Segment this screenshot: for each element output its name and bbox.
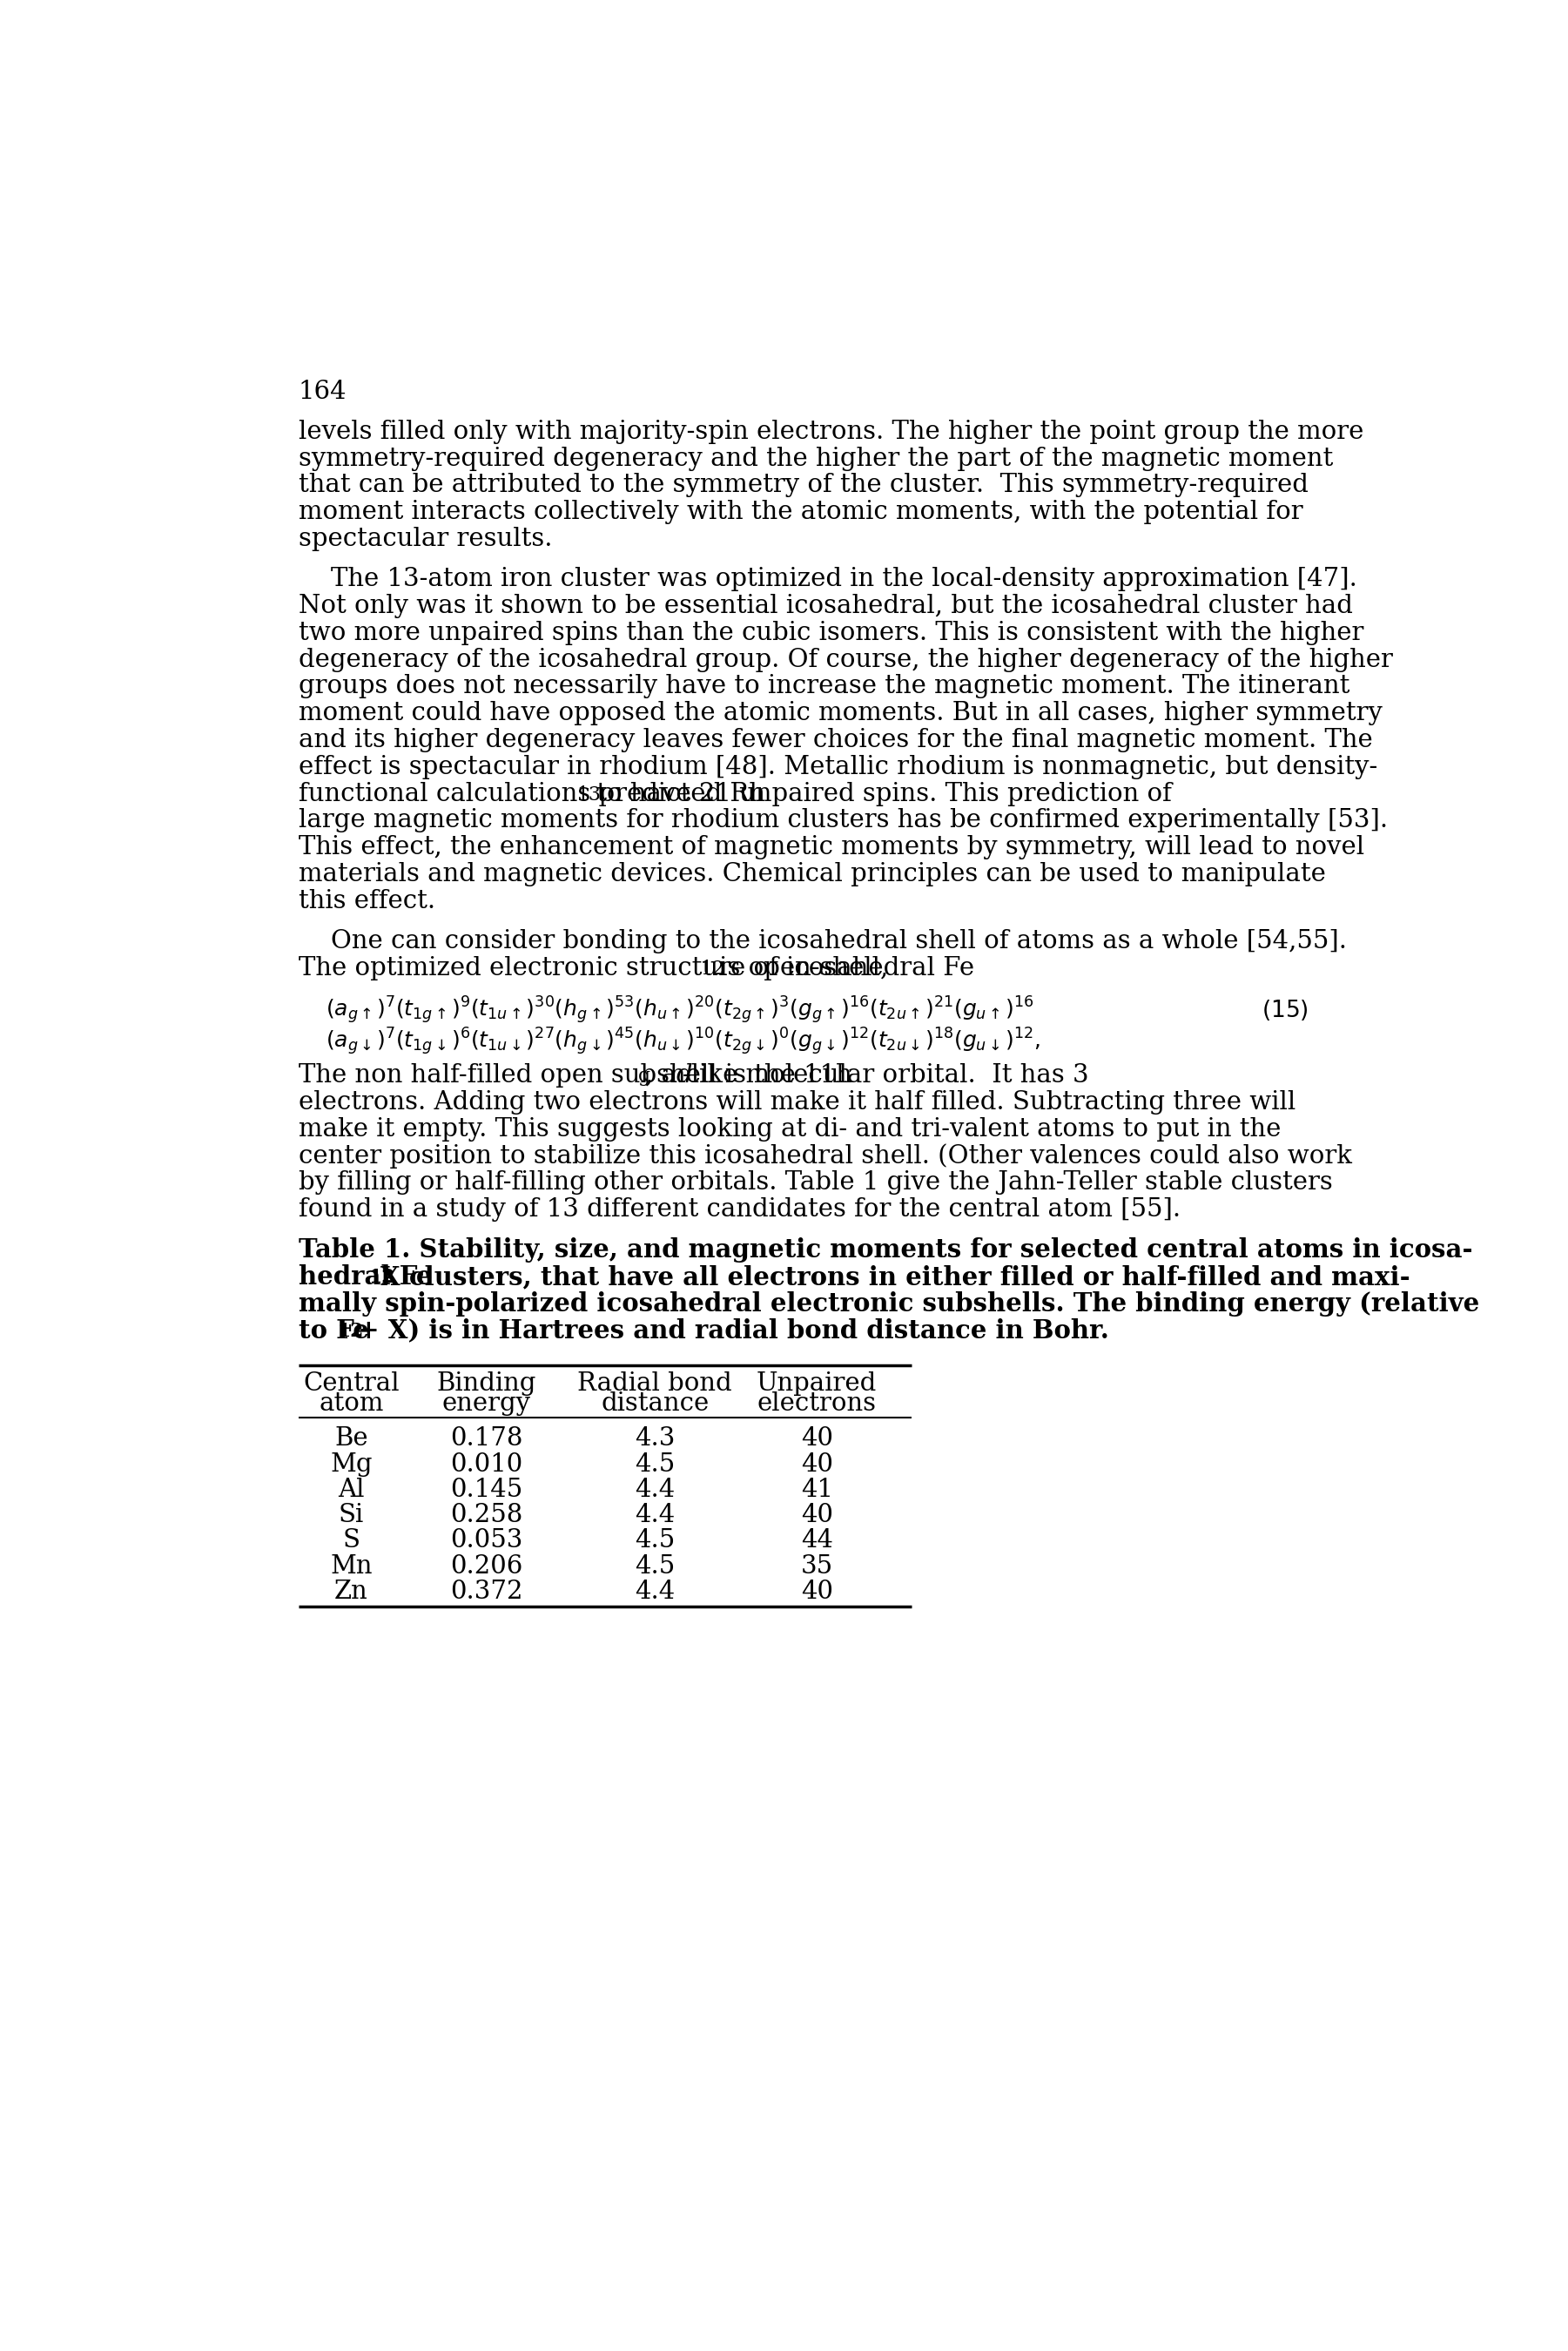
Text: $(a_{g\downarrow})^7(t_{1g\downarrow})^6(t_{1u\downarrow})^{27}(h_{g\downarrow}): $(a_{g\downarrow})^7(t_{1g\downarrow})^6… <box>326 1025 1040 1058</box>
Text: , a: , a <box>644 1063 684 1089</box>
Text: 4.4: 4.4 <box>635 1476 674 1502</box>
Text: this effect.: this effect. <box>298 889 436 912</box>
Text: symmetry-required degeneracy and the higher the part of the magnetic moment: symmetry-required degeneracy and the hig… <box>298 447 1333 470</box>
Text: 35: 35 <box>801 1554 833 1578</box>
Text: levels filled only with majority-spin electrons. The higher the point group the : levels filled only with majority-spin el… <box>298 418 1364 444</box>
Text: 4.4: 4.4 <box>635 1502 674 1528</box>
Text: The optimized electronic structure of icosahedral Fe: The optimized electronic structure of ic… <box>298 957 974 980</box>
Text: 12: 12 <box>701 959 724 978</box>
Text: Si: Si <box>339 1502 364 1528</box>
Text: 164: 164 <box>298 379 347 404</box>
Text: 0.178: 0.178 <box>450 1427 522 1451</box>
Text: 12: 12 <box>337 1321 364 1340</box>
Text: effect is spectacular in rhodium [48]. Metallic rhodium is nonmagnetic, but dens: effect is spectacular in rhodium [48]. M… <box>298 755 1377 778</box>
Text: The 13-atom iron cluster was optimized in the local-density approximation [47].: The 13-atom iron cluster was optimized i… <box>298 567 1358 592</box>
Text: distance: distance <box>601 1392 709 1415</box>
Text: 40: 40 <box>801 1453 833 1476</box>
Text: 40: 40 <box>801 1580 833 1603</box>
Text: Be: Be <box>334 1427 368 1451</box>
Text: is open-shell,: is open-shell, <box>712 957 889 980</box>
Text: 0.010: 0.010 <box>450 1453 522 1476</box>
Text: 13: 13 <box>577 785 601 804</box>
Text: Not only was it shown to be essential icosahedral, but the icosahedral cluster h: Not only was it shown to be essential ic… <box>298 595 1353 618</box>
Text: electrons: electrons <box>757 1392 877 1415</box>
Text: by filling or half-filling other orbitals. Table 1 give the Jahn-Teller stable c: by filling or half-filling other orbital… <box>298 1171 1333 1194</box>
Text: This effect, the enhancement of magnetic moments by symmetry, will lead to novel: This effect, the enhancement of magnetic… <box>298 835 1364 860</box>
Text: and its higher degeneracy leaves fewer choices for the final magnetic moment. Th: and its higher degeneracy leaves fewer c… <box>298 729 1372 752</box>
Text: center position to stabilize this icosahedral shell. (Other valences could also : center position to stabilize this icosah… <box>298 1143 1352 1168</box>
Text: S: S <box>342 1528 361 1554</box>
Text: 0.145: 0.145 <box>450 1476 522 1502</box>
Text: electrons. Adding two electrons will make it half filled. Subtracting three will: electrons. Adding two electrons will mak… <box>298 1091 1295 1114</box>
Text: $(a_{g\uparrow})^7(t_{1g\uparrow})^9(t_{1u\uparrow})^{30}(h_{g\uparrow})^{53}(h_: $(a_{g\uparrow})^7(t_{1g\uparrow})^9(t_{… <box>326 994 1033 1025</box>
Text: that can be attributed to the symmetry of the cluster.  This symmetry-required: that can be attributed to the symmetry o… <box>298 473 1308 498</box>
Text: 0.206: 0.206 <box>450 1554 522 1578</box>
Text: d: d <box>676 1063 691 1089</box>
Text: 40: 40 <box>801 1502 833 1528</box>
Text: 0.372: 0.372 <box>450 1580 522 1603</box>
Text: Mg: Mg <box>331 1453 372 1476</box>
Text: two more unpaired spins than the cubic isomers. This is consistent with the high: two more unpaired spins than the cubic i… <box>298 621 1364 644</box>
Text: 40: 40 <box>801 1427 833 1451</box>
Text: energy: energy <box>442 1392 530 1415</box>
Text: moment interacts collectively with the atomic moments, with the potential for: moment interacts collectively with the a… <box>298 501 1303 524</box>
Text: g: g <box>638 1067 651 1086</box>
Text: Central: Central <box>303 1371 400 1396</box>
Text: 4.3: 4.3 <box>635 1427 674 1451</box>
Text: 44: 44 <box>801 1528 833 1554</box>
Text: atom: atom <box>318 1392 384 1415</box>
Text: Table 1. Stability, size, and magnetic moments for selected central atoms in ico: Table 1. Stability, size, and magnetic m… <box>298 1237 1472 1262</box>
Text: large magnetic moments for rhodium clusters has be confirmed experimentally [53]: large magnetic moments for rhodium clust… <box>298 809 1388 832</box>
Text: 0.258: 0.258 <box>450 1502 522 1528</box>
Text: One can consider bonding to the icosahedral shell of atoms as a whole [54,55].: One can consider bonding to the icosahed… <box>298 929 1347 955</box>
Text: Binding: Binding <box>436 1371 536 1396</box>
Text: found in a study of 13 different candidates for the central atom [55].: found in a study of 13 different candida… <box>298 1197 1181 1223</box>
Text: moment could have opposed the atomic moments. But in all cases, higher symmetry: moment could have opposed the atomic mom… <box>298 701 1383 726</box>
Text: spectacular results.: spectacular results. <box>298 527 552 550</box>
Text: mally spin-polarized icosahedral electronic subshells. The binding energy (relat: mally spin-polarized icosahedral electro… <box>298 1291 1479 1317</box>
Text: + X) is in Hartrees and radial bond distance in Bohr.: + X) is in Hartrees and radial bond dist… <box>350 1319 1109 1342</box>
Text: materials and magnetic devices. Chemical principles can be used to manipulate: materials and magnetic devices. Chemical… <box>298 863 1327 886</box>
Text: 41: 41 <box>801 1476 833 1502</box>
Text: 12: 12 <box>368 1267 395 1286</box>
Text: 0.053: 0.053 <box>450 1528 522 1554</box>
Text: make it empty. This suggests looking at di- and tri-valent atoms to put in the: make it empty. This suggests looking at … <box>298 1117 1281 1140</box>
Text: 4.4: 4.4 <box>635 1580 674 1603</box>
Text: hedral Fe: hedral Fe <box>298 1265 433 1291</box>
Text: 4.5: 4.5 <box>635 1528 674 1554</box>
Text: Zn: Zn <box>334 1580 368 1603</box>
Text: 4.5: 4.5 <box>635 1554 674 1578</box>
Text: Mn: Mn <box>331 1554 372 1578</box>
Text: -like molecular orbital.  It has 3: -like molecular orbital. It has 3 <box>682 1063 1088 1089</box>
Text: Radial bond: Radial bond <box>577 1371 732 1396</box>
Text: The non half-filled open subshell is the 11h: The non half-filled open subshell is the… <box>298 1063 851 1089</box>
Text: groups does not necessarily have to increase the magnetic moment. The itinerant: groups does not necessarily have to incr… <box>298 675 1350 698</box>
Text: functional calculations predicted Rh: functional calculations predicted Rh <box>298 781 765 806</box>
Text: Al: Al <box>339 1476 364 1502</box>
Text: degeneracy of the icosahedral group. Of course, the higher degeneracy of the hig: degeneracy of the icosahedral group. Of … <box>298 647 1392 672</box>
Text: $(15)$: $(15)$ <box>1262 999 1309 1023</box>
Text: to have 21 unpaired spins. This prediction of: to have 21 unpaired spins. This predicti… <box>588 781 1171 806</box>
Text: X clusters, that have all electrons in either filled or half-filled and maxi-: X clusters, that have all electrons in e… <box>379 1265 1410 1291</box>
Text: 4.5: 4.5 <box>635 1453 674 1476</box>
Text: Unpaired: Unpaired <box>757 1371 877 1396</box>
Text: to Fe: to Fe <box>298 1319 368 1342</box>
